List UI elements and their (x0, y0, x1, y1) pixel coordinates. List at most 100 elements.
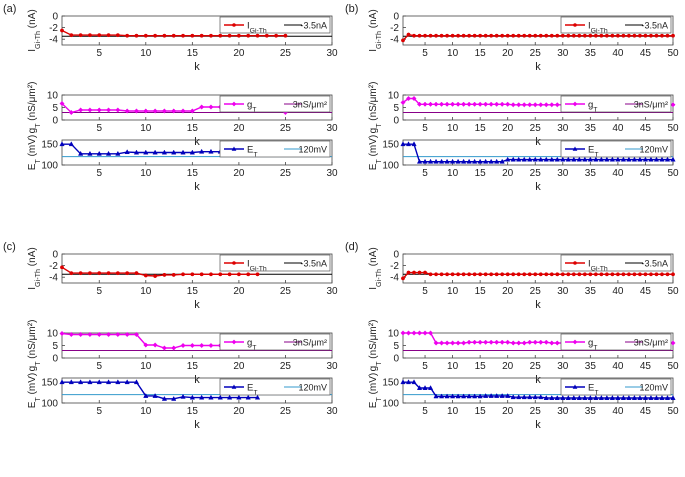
data-point (499, 158, 505, 164)
legend-box (219, 140, 331, 158)
data-point (544, 33, 549, 38)
data-point (427, 330, 434, 336)
legend-series-label-part-1: T (593, 106, 598, 113)
data-point (494, 33, 499, 38)
data-point (631, 156, 638, 162)
data-point (560, 272, 565, 277)
legend-box (219, 254, 331, 272)
y-axis-label: IGi-Th (nA) (27, 9, 42, 51)
y-axis-label-part-2: (nA) (368, 9, 379, 31)
legend-series-label-part-1: T (593, 344, 598, 351)
y-tick-label: 10 (47, 91, 59, 102)
data-point (161, 149, 168, 155)
data-point (466, 101, 472, 107)
data-point (406, 32, 411, 37)
data-point (190, 33, 195, 38)
data-point (68, 331, 74, 338)
data-point (532, 339, 538, 345)
axes-box (402, 377, 674, 404)
x-tick-label: 25 (530, 361, 542, 372)
legend-reference-label: 120mV (298, 383, 327, 393)
data-point (659, 156, 665, 162)
data-point (87, 271, 92, 276)
x-tick-label: 20 (233, 48, 245, 59)
data-point (78, 33, 83, 38)
x-tick-label: 50 (667, 123, 679, 134)
data-point (571, 156, 577, 162)
data-point (527, 102, 533, 108)
data-point (133, 331, 140, 338)
data-point (161, 345, 167, 351)
data-point (664, 156, 671, 162)
data-point (444, 340, 450, 346)
y-tick-label: 100 (41, 399, 58, 410)
data-point (143, 273, 148, 278)
y-tick-label: 150 (41, 140, 58, 151)
data-point (189, 108, 195, 114)
data-point (494, 339, 500, 345)
data-point (670, 395, 676, 400)
data-point (68, 379, 74, 385)
series-line (61, 266, 258, 277)
x-tick-label: 45 (640, 406, 652, 417)
data-point (143, 33, 148, 38)
y-axis-label-part-0: E (368, 401, 379, 408)
data-point (412, 270, 416, 275)
data-point (105, 331, 112, 338)
data-point (405, 95, 412, 102)
y-tick-label: 0 (52, 12, 58, 23)
legend-box (560, 254, 672, 272)
data-point (444, 158, 450, 164)
data-point (455, 101, 461, 107)
legend-series-label-part-1: T (253, 151, 258, 158)
data-point (472, 272, 477, 277)
x-tick-label: 50 (667, 406, 679, 417)
data-point (77, 150, 84, 156)
data-point (533, 272, 538, 277)
data-point (461, 340, 467, 346)
data-point (171, 108, 177, 114)
data-point (124, 331, 130, 338)
data-point (610, 272, 615, 277)
data-point (171, 149, 177, 155)
data-point (505, 156, 511, 162)
legend-reference-label: 120mV (639, 383, 668, 393)
data-point (467, 272, 472, 277)
data-point (621, 33, 626, 38)
data-point (87, 107, 93, 113)
y-tick-label: 5 (52, 341, 58, 352)
y-axis-label-part-1: T (33, 361, 42, 366)
data-point (59, 379, 65, 385)
data-point (516, 33, 521, 38)
data-point (527, 156, 533, 162)
data-point (227, 272, 232, 277)
data-point (588, 33, 593, 38)
x-tick-label: 5 (96, 361, 102, 372)
legend-series-label-part-1: T (252, 344, 257, 351)
data-point (190, 272, 195, 277)
data-point (444, 393, 450, 399)
x-tick-label: 30 (557, 168, 569, 179)
data-point (171, 345, 177, 351)
data-point (143, 149, 149, 155)
x-tick-label: 5 (422, 286, 428, 297)
data-point (472, 158, 478, 164)
legend-reference-label: -3.5nA (641, 21, 668, 31)
y-axis-label-part-1: Gi-Th (374, 269, 383, 287)
data-point (577, 272, 582, 277)
legend-series-label: IGi-Th (588, 259, 608, 273)
data-point (670, 340, 676, 346)
data-point (97, 271, 102, 276)
x-tick-label: 10 (447, 286, 459, 297)
data-point (637, 272, 642, 277)
data-point (438, 158, 445, 164)
x-tick-label: 40 (612, 406, 624, 417)
data-point (615, 395, 621, 400)
data-point (208, 342, 214, 349)
x-tick-label: 35 (585, 361, 597, 372)
data-point (59, 330, 65, 337)
x-axis-label: k (535, 419, 541, 431)
